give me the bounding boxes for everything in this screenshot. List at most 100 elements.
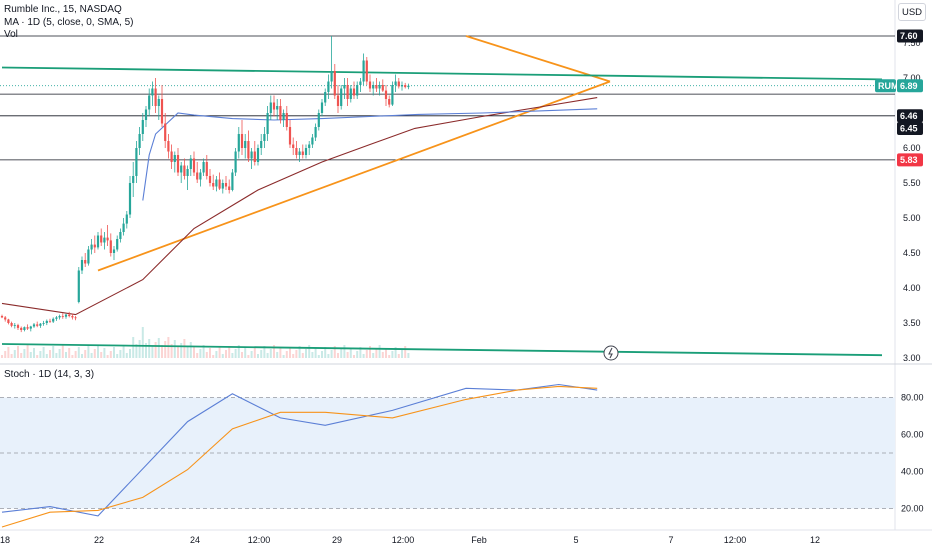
volume-bar [391, 351, 394, 358]
candle-body [378, 85, 381, 89]
candle-body [202, 162, 205, 173]
volume-bar [356, 351, 359, 358]
volume-bar [317, 355, 320, 358]
time-tick-label: 12 [810, 535, 820, 545]
time-tick-label: 24 [190, 535, 200, 545]
volume-bar [196, 353, 199, 358]
candle-body [199, 172, 202, 180]
candle-body [39, 323, 42, 326]
candle-body [221, 183, 224, 189]
stoch-pane[interactable]: 20.00 40.00 60.00 80.00 [0, 383, 924, 528]
volume-bar [263, 346, 266, 358]
candle-body [68, 314, 71, 316]
volume-bar [49, 350, 51, 358]
volume-bar [177, 347, 179, 358]
replay-icon[interactable] [603, 345, 619, 361]
candle-body [160, 99, 164, 124]
volume-bar [260, 350, 263, 358]
volume-bar [340, 349, 343, 358]
volume-bar [237, 345, 240, 358]
time-tick-label: 5 [573, 535, 578, 545]
candle-body [64, 314, 68, 317]
volume-bar [183, 339, 186, 358]
stoch-tick-label: 60.00 [901, 430, 924, 440]
candle-body [109, 240, 112, 253]
price-tag-bg [897, 122, 923, 135]
volume-bar [116, 354, 119, 358]
volume-bar [321, 351, 323, 358]
moving-average-line [1, 97, 598, 316]
volume-bar [145, 343, 147, 358]
candle-body [138, 134, 141, 148]
volume-bar [173, 340, 176, 358]
stoch-d-line [1, 385, 598, 528]
volume-bar [7, 347, 10, 358]
volume-bar [135, 344, 138, 358]
candle-body [282, 113, 285, 120]
triangle-lower-line [97, 80, 611, 272]
volume-bar [378, 345, 381, 358]
price-tag-label: 5.83 [900, 155, 918, 165]
moving-average-lines [1, 97, 598, 316]
volume-bar [93, 349, 96, 358]
candle-body [96, 235, 100, 248]
volume-bar [55, 353, 58, 358]
currency-button[interactable]: USD [898, 3, 926, 21]
volume-bar [359, 347, 362, 358]
stoch-legend[interactable]: Stoch · 1D (14, 3, 3) [4, 369, 95, 380]
candle-body [362, 60, 365, 82]
candle-body [36, 324, 39, 326]
volume-bar [199, 349, 202, 358]
time-tick-label: 7 [668, 535, 673, 545]
candle-body [368, 81, 372, 89]
candle-body [84, 260, 87, 264]
price-tag-label: RUM [878, 81, 899, 91]
ma-legend[interactable]: MA · 1D (5, close, 0, SMA, 5) [4, 17, 134, 28]
price-tag-bg [897, 109, 923, 123]
volume-legend[interactable]: Vol [4, 29, 18, 40]
candle-body [256, 148, 260, 162]
candle-body [253, 151, 256, 162]
volume-bar [282, 355, 285, 358]
candle-body [16, 325, 20, 328]
volume-bar [388, 355, 391, 358]
volume-bar [26, 345, 29, 358]
candle-body [269, 102, 272, 113]
candle-body [301, 151, 304, 155]
price-tag: 6.46 [897, 109, 923, 123]
volume-bar [218, 347, 221, 358]
candle-body [77, 270, 80, 302]
price-tag: 6.89 [897, 79, 923, 93]
time-tick-label: 12:00 [392, 535, 415, 545]
candle-body [394, 81, 397, 85]
volume-bar [103, 348, 106, 358]
stoch-band [0, 397, 895, 509]
candle-body [240, 134, 244, 148]
candle-body [308, 144, 311, 148]
candle-body [125, 214, 128, 224]
candle-body [173, 155, 176, 162]
candle-body [58, 316, 61, 318]
price-pane[interactable]: 3.003.504.004.505.005.506.006.507.007.50… [0, 0, 923, 530]
candle-body [144, 109, 148, 120]
candle-body [276, 106, 279, 110]
volume-bar [257, 354, 259, 358]
candle-body [285, 113, 288, 127]
candle-body [55, 317, 58, 319]
volume-bar [253, 347, 256, 358]
price-tick-label: 7.00 [903, 73, 921, 83]
blue-average-line [142, 108, 598, 201]
volume-bar [186, 346, 189, 358]
candle-body [343, 85, 346, 89]
candle-body [250, 151, 253, 159]
time-axis[interactable]: 18 22 24 12:00 29 12:00 Feb 5 7 12:00 12 [0, 535, 820, 545]
volume-bar [324, 347, 327, 358]
candle-body [74, 317, 77, 319]
volume-bar [90, 353, 93, 358]
candle-body [320, 102, 324, 113]
candle-body [234, 151, 237, 173]
symbol-legend[interactable]: Rumble Inc., 15, NASDAQ [4, 4, 122, 15]
candle-body [186, 169, 189, 176]
volume-bar [231, 353, 234, 358]
